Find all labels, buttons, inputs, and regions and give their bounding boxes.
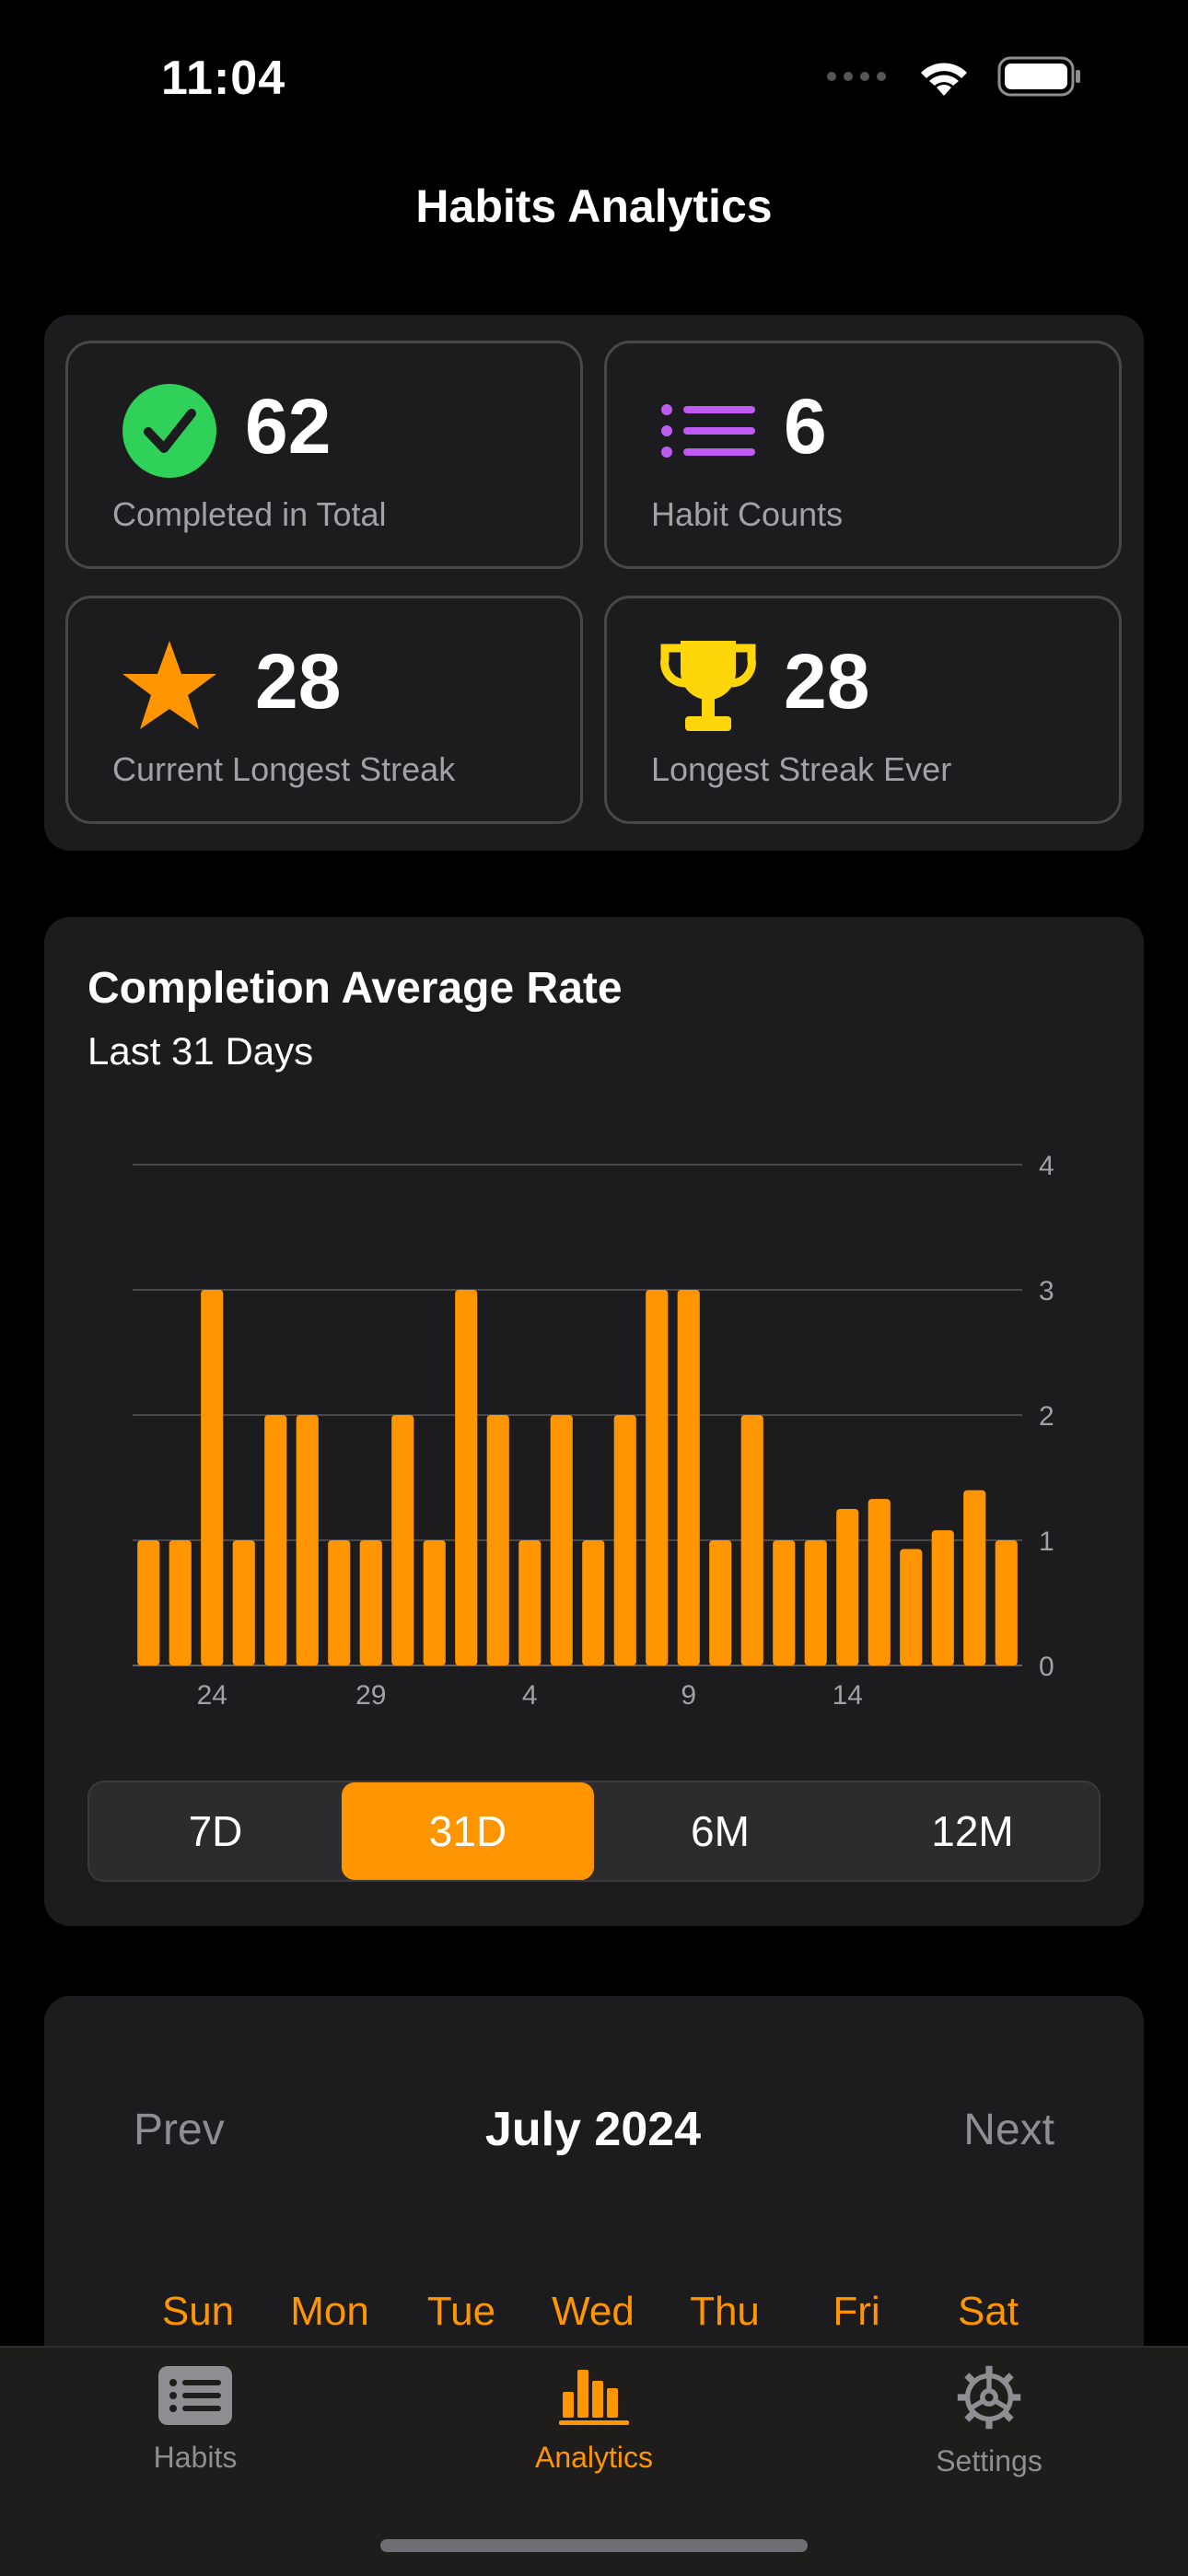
- stat-value: 28: [784, 638, 870, 725]
- stat-completed-total: 62 Completed in Total: [65, 341, 583, 569]
- chart-bar: [773, 1540, 796, 1665]
- chart-bar: [359, 1540, 382, 1665]
- battery-icon: [997, 56, 1082, 101]
- y-tick-label: 2: [1039, 1401, 1054, 1432]
- chart-bar: [518, 1540, 542, 1665]
- tab-bar: Habits Analytics: [0, 2346, 1188, 2576]
- chart-bar: [677, 1290, 700, 1665]
- stat-label: Habit Counts: [651, 495, 844, 533]
- cellular-dots-icon: [826, 70, 891, 87]
- chart-bar: [264, 1415, 287, 1665]
- chart-bar: [804, 1540, 827, 1665]
- bar-chart-icon: [559, 2370, 629, 2425]
- x-tick-label: 14: [833, 1680, 863, 1711]
- tab-settings[interactable]: Settings: [879, 2364, 1100, 2478]
- checkmark-circle-icon: [119, 380, 220, 482]
- chart-bar: [486, 1415, 509, 1665]
- weekday-label: Fri: [833, 2289, 880, 2334]
- next-month-button[interactable]: Next: [963, 2106, 1054, 2154]
- segment-6m[interactable]: 6M: [691, 1807, 750, 1855]
- x-tick-label: 9: [681, 1680, 696, 1711]
- chart-bar: [740, 1415, 763, 1665]
- segment-31d[interactable]: 31D: [342, 1782, 594, 1880]
- x-tick-label: 24: [197, 1680, 227, 1711]
- stat-value: 62: [245, 383, 332, 470]
- chart-bar: [646, 1290, 669, 1665]
- chart-bar: [582, 1540, 605, 1665]
- weekday-label: Wed: [552, 2289, 635, 2334]
- page-title: Habits Analytics: [415, 180, 773, 232]
- chart-bar: [296, 1415, 319, 1665]
- chart-bar: [391, 1415, 414, 1665]
- y-tick-label: 3: [1039, 1276, 1054, 1306]
- segment-12m[interactable]: 12M: [931, 1807, 1014, 1855]
- chart-bar: [836, 1509, 859, 1665]
- tab-analytics[interactable]: Analytics: [483, 2364, 705, 2475]
- chart-bar: [169, 1540, 192, 1665]
- stat-habit-counts: 6 Habit Counts: [604, 341, 1122, 569]
- trophy-icon: [658, 635, 759, 737]
- x-tick-label: 29: [355, 1680, 386, 1711]
- chart-bar: [613, 1415, 636, 1665]
- calendar-month-title: July 2024: [484, 2103, 702, 2156]
- list-icon: [658, 380, 759, 482]
- chart-bar: [423, 1540, 446, 1665]
- tab-label: Settings: [936, 2444, 1042, 2477]
- y-tick-label: 4: [1039, 1151, 1054, 1181]
- status-time: 11:04: [161, 52, 286, 105]
- chart-bar: [931, 1530, 954, 1665]
- chart-bar: [550, 1415, 573, 1665]
- chart-bar: [709, 1540, 732, 1665]
- time-range-picker[interactable]: 7D 31D 6M 12M: [87, 1781, 1101, 1882]
- chart-bar: [900, 1549, 923, 1665]
- star-icon: [119, 635, 220, 737]
- chart-subtitle: Last 31 Days: [87, 1029, 314, 1073]
- chart-title: Completion Average Rate: [87, 964, 623, 1013]
- chart-bar: [963, 1490, 986, 1665]
- weekday-label: Sun: [161, 2289, 235, 2334]
- chart-bar: [868, 1499, 891, 1665]
- stat-label: Completed in Total: [112, 495, 387, 533]
- tab-label: Analytics: [534, 2441, 654, 2474]
- chart-bar: [201, 1290, 224, 1665]
- x-tick-label: 4: [522, 1680, 538, 1711]
- stat-longest-streak-ever: 28 Longest Streak Ever: [604, 596, 1122, 824]
- tab-habits[interactable]: Habits: [85, 2364, 306, 2475]
- stat-current-longest-streak: 28 Current Longest Streak: [65, 596, 583, 824]
- gear-icon: [957, 2365, 1021, 2430]
- bar-chart: 0 1 2 3 4 24 29 4 9 14: [133, 1151, 1054, 1711]
- segment-7d[interactable]: 7D: [188, 1807, 243, 1855]
- y-tick-label: 1: [1039, 1526, 1054, 1557]
- weekday-label: Tue: [426, 2289, 496, 2334]
- stat-label: Current Longest Streak: [112, 750, 456, 788]
- chart-bar: [232, 1540, 255, 1665]
- weekday-label: Sat: [957, 2289, 1019, 2334]
- stat-label: Longest Streak Ever: [651, 750, 952, 788]
- prev-month-button[interactable]: Prev: [134, 2106, 225, 2154]
- habits-list-icon: [158, 2366, 232, 2425]
- home-indicator: [380, 2539, 808, 2552]
- stat-value: 6: [784, 383, 827, 470]
- status-indicators: [826, 55, 1082, 102]
- stat-value: 28: [255, 638, 342, 725]
- chart-bar: [995, 1540, 1018, 1665]
- chart-bar: [328, 1540, 351, 1665]
- weekday-label: Mon: [290, 2289, 369, 2334]
- chart-bar: [137, 1540, 160, 1665]
- tab-label: Habits: [153, 2441, 238, 2474]
- y-tick-label: 0: [1039, 1652, 1054, 1682]
- weekday-label: Thu: [690, 2289, 760, 2334]
- wifi-icon: [916, 55, 972, 102]
- stats-card: 62 Completed in Total 6 Habit Counts 28 …: [44, 315, 1144, 851]
- chart-bar: [455, 1290, 478, 1665]
